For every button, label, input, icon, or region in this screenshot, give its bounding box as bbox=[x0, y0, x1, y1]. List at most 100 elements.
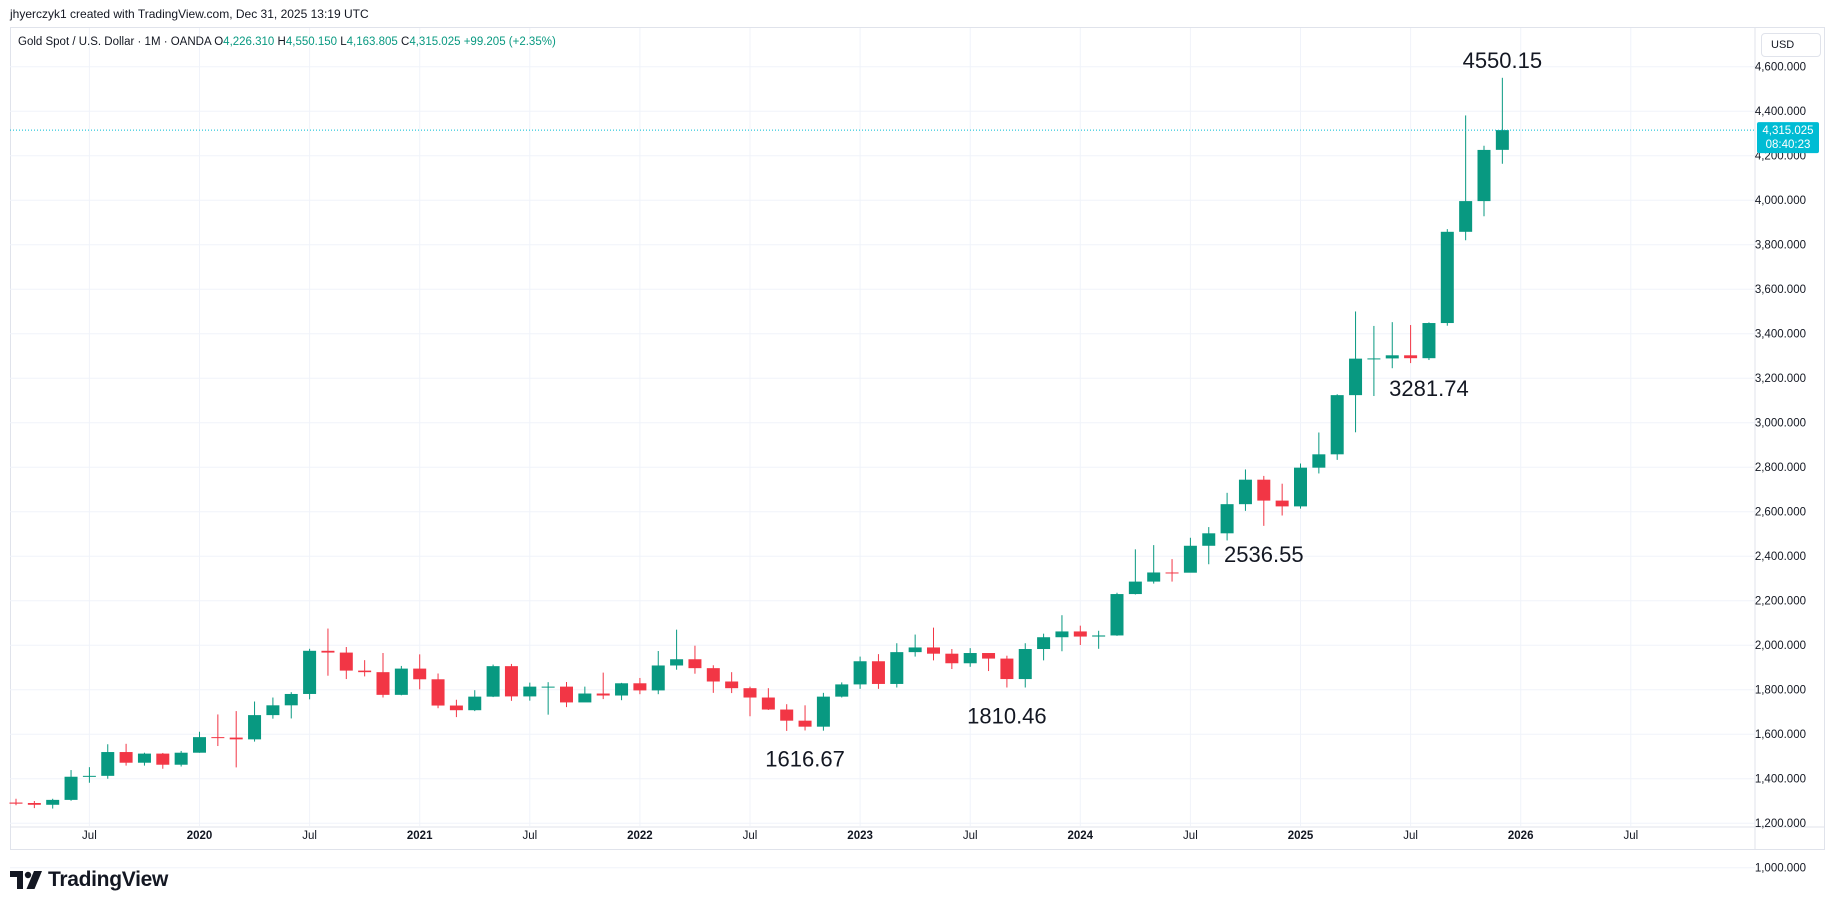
candle-body bbox=[1349, 358, 1363, 396]
candle bbox=[982, 653, 996, 672]
candle bbox=[1037, 633, 1051, 661]
time-tick-label: Jul bbox=[1183, 830, 1198, 842]
candle bbox=[706, 665, 720, 693]
candle bbox=[1128, 549, 1142, 595]
candle-body bbox=[706, 668, 720, 682]
candle bbox=[1495, 77, 1509, 164]
price-tick-label: 3,400.000 bbox=[1755, 329, 1806, 341]
candle bbox=[1404, 325, 1418, 364]
candle bbox=[1349, 311, 1363, 433]
candle-body bbox=[119, 752, 133, 763]
candle bbox=[248, 701, 262, 742]
candle bbox=[1147, 545, 1161, 584]
candle bbox=[890, 643, 904, 688]
candle bbox=[101, 744, 115, 779]
candle bbox=[1165, 559, 1179, 582]
time-tick-label: Jul bbox=[302, 830, 317, 842]
high-label: H bbox=[277, 36, 286, 48]
candle-body bbox=[321, 650, 335, 653]
price-tick-label: 2,400.000 bbox=[1755, 551, 1806, 563]
currency-button[interactable]: USD bbox=[1761, 33, 1821, 57]
price-tick-label: 3,000.000 bbox=[1755, 418, 1806, 430]
price-tick-label: 3,800.000 bbox=[1755, 240, 1806, 252]
time-tick-label: 2025 bbox=[1288, 830, 1314, 842]
candle bbox=[1183, 537, 1197, 573]
time-tick-label: 2026 bbox=[1508, 830, 1534, 842]
candle bbox=[780, 704, 794, 731]
candle-body bbox=[248, 715, 262, 740]
candle-body bbox=[1404, 355, 1418, 359]
candle bbox=[504, 663, 518, 701]
candle bbox=[1202, 527, 1216, 565]
price-annotation: 1616.67 bbox=[765, 747, 845, 772]
candle bbox=[1422, 322, 1436, 361]
price-tick-label: 1,400.000 bbox=[1755, 774, 1806, 786]
price-tick-label: 2,200.000 bbox=[1755, 596, 1806, 608]
candle-body bbox=[871, 661, 885, 684]
candle-body bbox=[1440, 231, 1454, 324]
candle-body bbox=[1275, 500, 1289, 507]
candle bbox=[321, 628, 335, 676]
candle bbox=[431, 673, 445, 709]
candle-body bbox=[1055, 631, 1069, 638]
candle-body bbox=[101, 752, 115, 776]
candle bbox=[798, 705, 812, 731]
candle-body bbox=[303, 650, 317, 694]
candle bbox=[853, 656, 867, 689]
candle bbox=[670, 629, 684, 670]
tradingview-logo[interactable]: TradingView bbox=[10, 868, 168, 892]
candle-body bbox=[780, 709, 794, 721]
chart-pane[interactable] bbox=[10, 27, 1825, 850]
candle-body bbox=[413, 668, 427, 680]
candle-body bbox=[1477, 149, 1491, 202]
time-tick-label: 2021 bbox=[407, 830, 433, 842]
low-label: L bbox=[340, 36, 347, 48]
candles bbox=[9, 77, 1509, 809]
candle-body bbox=[468, 696, 482, 711]
candle-body bbox=[9, 802, 23, 804]
candle bbox=[596, 672, 610, 700]
candle bbox=[615, 682, 629, 701]
candle-body bbox=[1220, 504, 1234, 534]
candle bbox=[1459, 115, 1473, 241]
time-tick-label: 2023 bbox=[847, 830, 873, 842]
time-tick-label: Jul bbox=[743, 830, 758, 842]
close-label: C bbox=[401, 36, 410, 48]
candle bbox=[376, 653, 390, 698]
candle-body bbox=[761, 697, 775, 710]
candle-body bbox=[229, 737, 243, 740]
candle-body bbox=[743, 688, 757, 698]
candle-body bbox=[1238, 479, 1252, 505]
candle bbox=[945, 649, 959, 670]
candle-body bbox=[670, 659, 684, 666]
candle-body bbox=[394, 668, 408, 695]
last-price-value: 4,315.025 bbox=[1762, 125, 1813, 137]
candle-body bbox=[560, 686, 573, 703]
candle bbox=[1275, 483, 1289, 516]
price-tick-label: 4,000.000 bbox=[1755, 195, 1806, 207]
candle-body bbox=[1459, 201, 1473, 232]
candle bbox=[82, 767, 96, 783]
candle bbox=[27, 800, 41, 809]
time-tick-label: 2022 bbox=[627, 830, 653, 842]
candle bbox=[266, 697, 280, 719]
candle bbox=[1055, 615, 1069, 652]
candle bbox=[725, 672, 739, 694]
candle bbox=[1312, 432, 1326, 474]
candle-body bbox=[1092, 635, 1106, 637]
candle bbox=[1073, 625, 1087, 646]
candle-body bbox=[1330, 395, 1344, 455]
candle-body bbox=[1385, 355, 1399, 359]
time-tick-label: 2020 bbox=[187, 830, 213, 842]
candle-body bbox=[798, 720, 812, 727]
candle-body bbox=[137, 753, 151, 763]
candle-body bbox=[927, 647, 940, 654]
candle-body bbox=[1495, 130, 1509, 150]
candle-body bbox=[816, 696, 830, 727]
symbol-legend[interactable]: Gold Spot / U.S. Dollar · 1M · OANDA O4,… bbox=[18, 36, 556, 48]
candle bbox=[1440, 229, 1454, 326]
time-tick-label: Jul bbox=[1403, 830, 1418, 842]
price-tick-label: 4,600.000 bbox=[1755, 62, 1806, 74]
candle bbox=[1330, 394, 1344, 460]
